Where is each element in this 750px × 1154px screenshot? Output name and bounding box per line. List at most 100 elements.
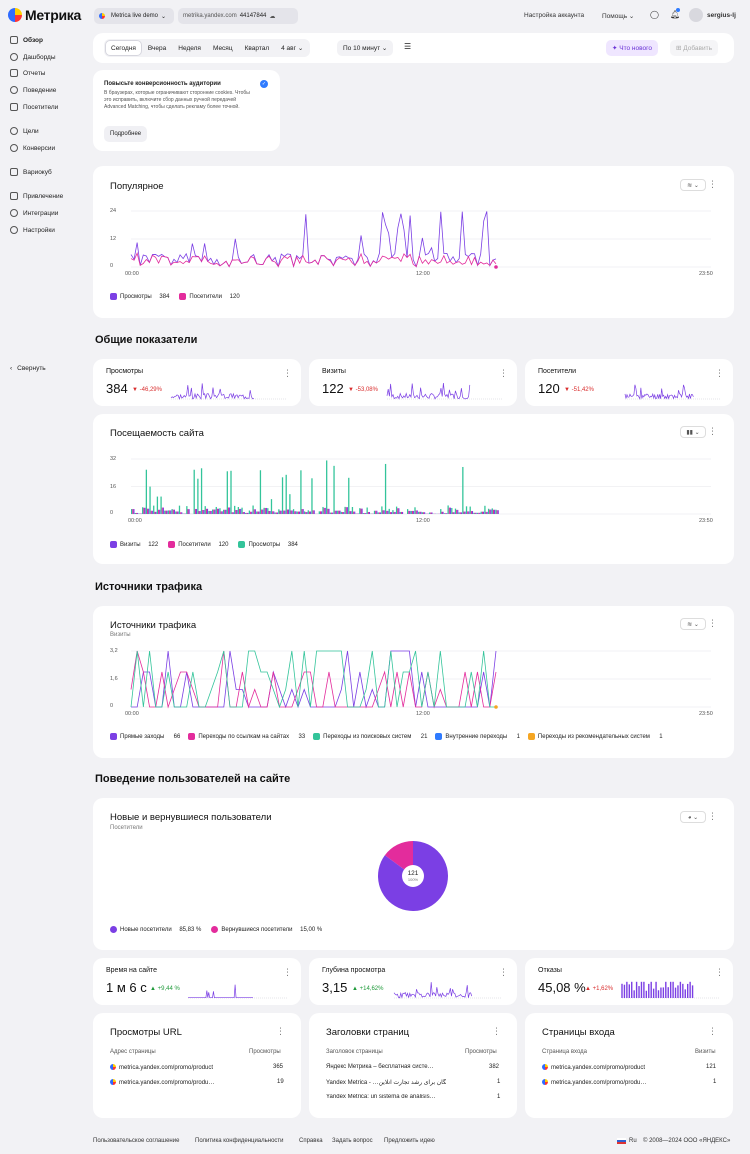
sidebar-item-variocube[interactable]: Вариокуб [10,166,52,178]
avatar[interactable] [689,8,703,22]
table-row[interactable]: metrica.yandex.com/promo/produ… [110,1079,214,1086]
more-options-icon[interactable]: ⋮ [283,368,292,378]
chart-type-selector[interactable]: ≋ ⌄ [680,179,706,191]
chart-type-selector[interactable]: ◕ ⌄ [680,811,706,823]
sidebar-item-behavior[interactable]: Поведение [10,84,56,96]
more-options-icon[interactable]: ⋮ [283,967,292,977]
table-cell[interactable]: Yandex Metrica - …بیگان برای رشد تجارت آ… [326,1080,446,1086]
bar-visitors [430,512,432,514]
bar-visits [383,510,385,514]
legend-item-visitors[interactable]: Посетители 120 [168,541,228,548]
table-cell: 1 [497,1079,501,1085]
table-cell: metrica.yandex.com/promo/produ… [551,1080,647,1086]
cloud-icon: ☁ [269,13,276,20]
help-menu[interactable]: Помощь ⌄ [602,13,635,20]
account-settings-link[interactable]: Настройка аккаунта [524,12,585,19]
legend-item-views[interactable]: Просмотры 384 [110,293,169,300]
legend-item-visitors[interactable]: Посетители 120 [179,293,240,300]
pie-slice-returning[interactable] [384,841,413,876]
more-options-icon[interactable]: ⋮ [708,618,717,628]
series-end-point [494,265,498,269]
sidebar-item-settings[interactable]: Настройки [10,224,55,236]
legend-item-visits[interactable]: Визиты 122 [110,541,158,548]
legend-item-recommend[interactable]: Переходы из рекомендательных систем 1 [527,733,663,740]
bar-visits [475,512,477,514]
period-quarter[interactable]: Квартал [244,44,270,52]
filter-icon[interactable]: ☰ [404,42,412,51]
counter-info[interactable]: metrika.yandex.com 44147844 ☁ [178,8,298,24]
bell-icon[interactable]: 🔔︎ [670,10,681,19]
table-cell[interactable]: Яндекс Метрика – бесплатная систе… [326,1064,434,1070]
more-options-icon[interactable]: ⋮ [499,368,508,378]
more-options-icon[interactable]: ⋮ [708,1026,717,1036]
bar-visitors [242,512,244,514]
period-month[interactable]: Месяц [212,44,233,52]
chat-icon[interactable]: ◯ [650,10,659,19]
add-button[interactable]: ⊞ Добавить [670,40,718,56]
collapse-sidebar-button[interactable]: ‹ Свернуть [10,362,46,374]
bar-visitors [411,510,414,514]
table-row[interactable]: metrica.yandex.com/promo/produ… [542,1079,646,1086]
footer-link-help[interactable]: Справка [299,1138,323,1144]
more-options-icon[interactable]: ⋮ [492,1026,501,1036]
more-options-icon[interactable]: ⋮ [276,1026,285,1036]
bar-views [407,509,409,514]
more-options-icon[interactable]: ⋮ [715,967,724,977]
period-week[interactable]: Неделя [178,44,201,52]
counter-selector[interactable]: Metrica live demo ⌄ [94,8,174,24]
more-options-icon[interactable]: ⋮ [708,811,717,821]
sidebar-item-conversions[interactable]: Конверсии [10,142,55,154]
sidebar-item-goals[interactable]: Цели [10,125,39,137]
sidebar-item-overview[interactable]: Обзор [10,34,43,46]
bar-visitors [305,512,307,514]
checkbox-icon [168,541,176,548]
more-options-icon[interactable]: ⋮ [715,368,724,378]
footer-link-idea[interactable]: Предложить идею [384,1138,435,1144]
banner-more-button[interactable]: Подробнее [104,126,148,142]
bar-views [484,505,486,514]
whats-new-button[interactable]: ✦ Что нового [606,40,658,56]
favicon-icon [542,1079,548,1085]
legend-item-links[interactable]: Переходы по ссылкам на сайтах 33 [188,733,305,740]
bar-views [245,512,247,514]
logo[interactable]: Метрика [8,7,81,23]
table-row[interactable]: metrica.yandex.com/promo/product [110,1064,213,1071]
new-returning-title: Новые и вернувшиеся пользователи [110,812,272,823]
table-cell[interactable]: Yandex Metrica: un sistema de análisis… [326,1094,436,1100]
y-tick: 12 [110,236,117,242]
date-picker[interactable]: 4 авг ⌄ [281,44,304,53]
checkbox-icon [110,541,117,548]
sidebar-item-reports[interactable]: Отчеты [10,67,45,79]
legend-item-returning[interactable]: Вернувшиеся посетители 15,00 % [211,926,322,933]
bar-visits [449,507,451,514]
footer-link-ask[interactable]: Задать вопрос [332,1138,373,1144]
bar-views [476,512,479,514]
language-switcher[interactable]: Ru [629,1138,637,1144]
footer-link-terms[interactable]: Пользовательское соглашение [93,1138,180,1144]
sidebar-item-visitors[interactable]: Посетители [10,101,58,113]
legend-item-direct[interactable]: Прямые заходы 66 [110,733,180,740]
table-row[interactable]: metrica.yandex.com/promo/product [542,1064,645,1071]
legend-item-internal[interactable]: Внутренние переходы 1 [435,733,520,740]
more-options-icon[interactable]: ⋮ [708,426,717,436]
footer-link-privacy[interactable]: Политика конфиденциальности [195,1138,284,1144]
sidebar-item-acquisition[interactable]: Привлечение [10,190,63,202]
legend-item-views[interactable]: Просмотры 384 [238,541,298,548]
bar-views [388,508,390,514]
sidebar-item-integrations[interactable]: Интеграции [10,207,58,219]
period-yesterday[interactable]: Вчера [147,44,167,52]
chart-type-selector[interactable]: ≋ ⌄ [680,618,706,630]
legend-item-new[interactable]: Новые посетители 85,83 % [110,926,201,933]
sidebar-item-dashboards[interactable]: Дашборды [10,51,56,63]
more-options-icon[interactable]: ⋮ [499,967,508,977]
bar-visitors [459,512,461,514]
bar-views [252,505,254,514]
interval-select[interactable]: По 10 минут ⌄ [337,40,394,56]
bar-visits [262,509,264,514]
legend-item-search[interactable]: Переходы из поисковых систем 21 [313,733,427,740]
period-today[interactable]: Сегодня [105,40,142,56]
bar-visitors [213,509,215,514]
more-options-icon[interactable]: ⋮ [708,179,717,189]
user-name[interactable]: sergius-lj [707,12,736,19]
chart-type-selector[interactable]: ▮▮ ⌄ [680,426,706,438]
